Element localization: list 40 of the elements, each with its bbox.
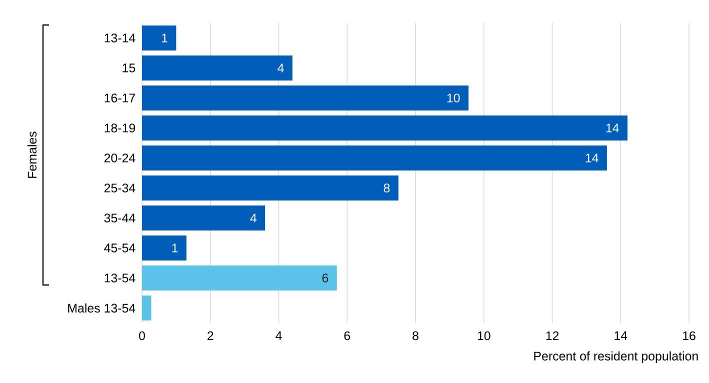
data-label: 6	[322, 274, 328, 282]
data-label: 4	[278, 64, 284, 72]
bar	[142, 176, 398, 200]
text: Females	[27, 132, 37, 178]
y-tick-label: 18-19	[104, 124, 136, 132]
x-tick-label: 14	[614, 331, 628, 340]
bar	[142, 56, 292, 80]
y-tick-label: 16-17	[104, 94, 136, 102]
y-tick-label: 20-24	[104, 154, 136, 162]
y-tick-label: 15	[122, 64, 136, 72]
x-tick-label: 0	[139, 331, 145, 340]
x-tick-label: 2	[208, 331, 214, 340]
bar	[142, 26, 176, 50]
bar	[142, 116, 628, 140]
y-tick-label: 45-54	[104, 244, 136, 252]
data-label: 14	[586, 154, 598, 162]
y-tick-label: 13-54	[104, 274, 136, 282]
x-tick-label: 6	[344, 331, 350, 340]
x-tick-label: 10	[478, 331, 490, 340]
data-label: 10	[447, 94, 460, 102]
y-tick-label: 35-44	[104, 214, 136, 222]
bar	[142, 266, 337, 290]
y-tick-label: 13-14	[104, 34, 136, 42]
data-label: 4	[250, 214, 257, 222]
x-tick-label: 16	[683, 331, 696, 340]
x-axis-title: Percent of resident population	[534, 351, 698, 363]
bar	[142, 236, 186, 260]
bar	[142, 296, 152, 320]
data-label: 14	[606, 124, 619, 132]
x-tick-label: 12	[546, 331, 559, 340]
data-label: 1	[172, 244, 178, 252]
bar	[142, 206, 266, 230]
bar	[142, 86, 468, 110]
bar	[142, 146, 607, 170]
data-label: 8	[384, 184, 390, 192]
y-tick-label: 25-34	[104, 184, 136, 192]
x-tick-label: 8	[412, 331, 418, 340]
x-tick-label: 4	[276, 331, 282, 340]
y-tick-label: Males 13-54	[68, 303, 136, 313]
data-label: 1	[162, 34, 168, 42]
